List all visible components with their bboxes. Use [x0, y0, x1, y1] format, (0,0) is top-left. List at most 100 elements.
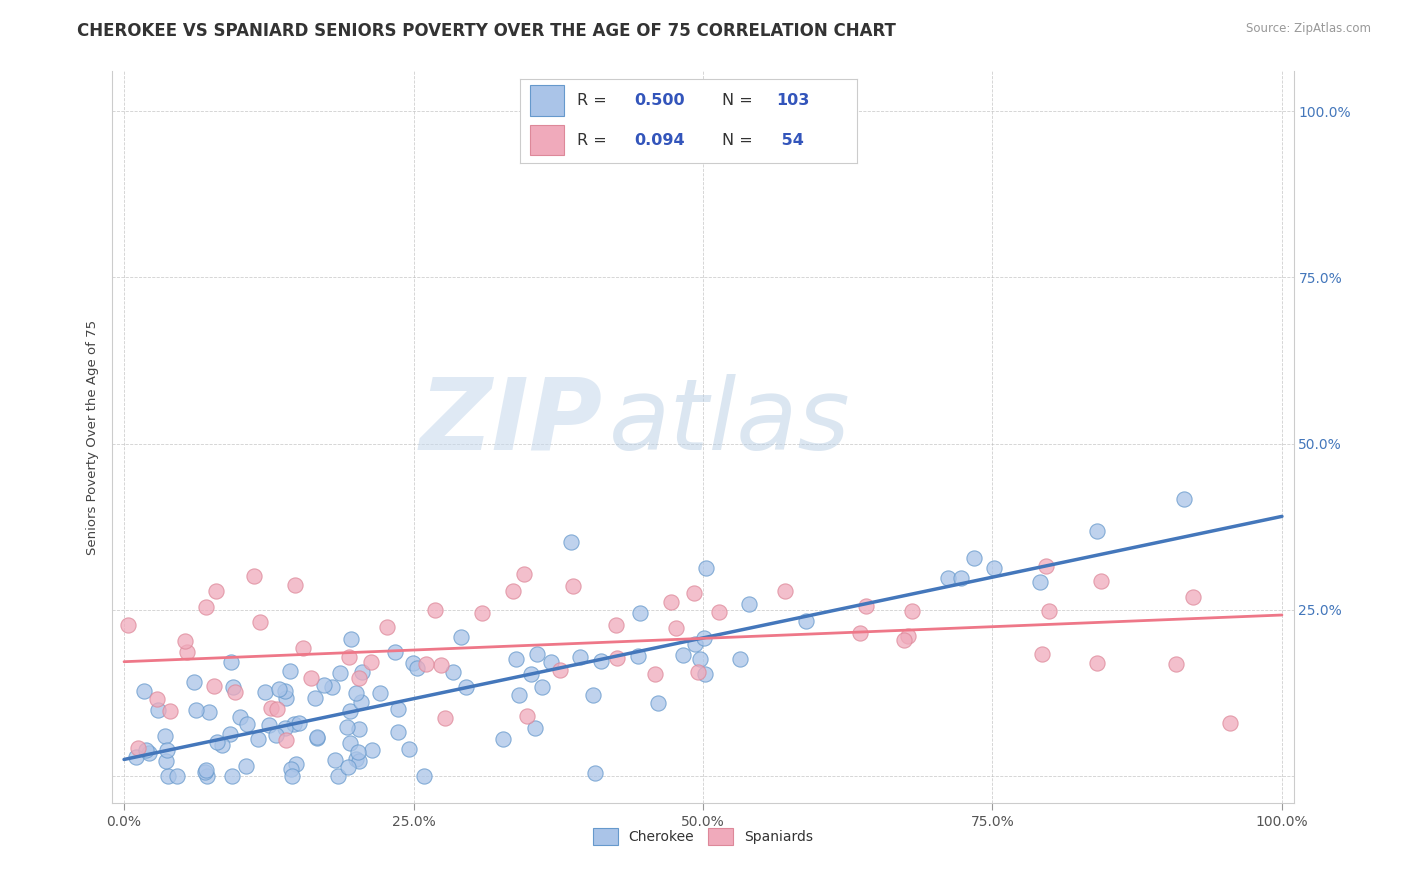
Point	[249, 615, 271, 629]
Point	[644, 667, 666, 681]
Point	[146, 703, 169, 717]
Point	[350, 665, 373, 680]
Point	[276, 733, 298, 747]
Point	[402, 656, 425, 670]
Point	[471, 606, 494, 620]
Point	[441, 665, 464, 680]
Point	[159, 704, 181, 718]
Point	[221, 769, 243, 783]
Point	[222, 680, 245, 694]
Point	[266, 702, 288, 716]
Point	[387, 725, 409, 739]
Point	[492, 732, 515, 747]
Point	[176, 645, 198, 659]
Point	[560, 535, 582, 549]
Point	[360, 655, 382, 669]
Point	[1181, 590, 1204, 604]
Point	[581, 689, 603, 703]
Point	[274, 683, 297, 698]
Point	[1085, 524, 1108, 538]
Point	[211, 738, 233, 752]
Point	[605, 618, 627, 632]
Point	[138, 746, 160, 760]
Point	[405, 660, 427, 674]
Point	[540, 655, 562, 669]
Y-axis label: Seniors Poverty Over the Age of 75: Seniors Poverty Over the Age of 75	[86, 319, 100, 555]
Point	[950, 571, 973, 585]
Point	[321, 681, 343, 695]
Point	[183, 675, 205, 690]
Point	[583, 765, 606, 780]
Point	[173, 633, 195, 648]
Point	[312, 678, 335, 692]
Point	[339, 704, 361, 718]
Point	[415, 657, 437, 671]
Point	[155, 754, 177, 768]
Point	[901, 604, 924, 618]
Point	[983, 561, 1005, 575]
Point	[647, 696, 669, 710]
Point	[326, 769, 349, 783]
Point	[591, 654, 613, 668]
Point	[253, 685, 276, 699]
Text: Source: ZipAtlas.com: Source: ZipAtlas.com	[1246, 22, 1371, 36]
Point	[508, 688, 530, 702]
Point	[194, 600, 217, 615]
Point	[195, 769, 218, 783]
Point	[127, 740, 149, 755]
Point	[202, 679, 225, 693]
Point	[194, 764, 217, 778]
Point	[205, 584, 228, 599]
Point	[246, 732, 269, 747]
Point	[689, 651, 711, 665]
Point	[344, 752, 367, 766]
Point	[284, 757, 307, 772]
Point	[688, 665, 710, 680]
Point	[672, 648, 695, 662]
Point	[693, 631, 716, 645]
Point	[273, 721, 295, 735]
Point	[243, 569, 266, 583]
Point	[1164, 657, 1187, 672]
Point	[264, 728, 287, 742]
Point	[398, 742, 420, 756]
Point	[153, 729, 176, 743]
Point	[135, 743, 157, 757]
Point	[284, 578, 307, 592]
Point	[434, 711, 457, 725]
Point	[305, 731, 328, 745]
Point	[454, 680, 477, 694]
Point	[235, 758, 257, 772]
Point	[1219, 716, 1241, 731]
Point	[259, 718, 281, 732]
Point	[530, 680, 553, 694]
Point	[347, 672, 370, 686]
Point	[224, 685, 246, 699]
Point	[205, 735, 228, 749]
Point	[520, 667, 543, 681]
Point	[606, 651, 628, 665]
Point	[548, 663, 571, 677]
Point	[773, 584, 796, 599]
Point	[132, 684, 155, 698]
Point	[515, 709, 537, 723]
Point	[344, 686, 367, 700]
Point	[513, 567, 536, 582]
Point	[340, 632, 363, 646]
Point	[659, 595, 682, 609]
Point	[695, 561, 717, 575]
Point	[368, 686, 391, 700]
Point	[683, 637, 706, 651]
Point	[628, 606, 651, 620]
Point	[707, 606, 730, 620]
Point	[339, 736, 361, 750]
Point	[337, 649, 360, 664]
Point	[323, 753, 346, 767]
Point	[375, 620, 398, 634]
Point	[1031, 647, 1053, 661]
Point	[347, 754, 370, 768]
Point	[194, 764, 217, 779]
Point	[198, 706, 221, 720]
Point	[1085, 657, 1108, 671]
Point	[166, 769, 188, 783]
